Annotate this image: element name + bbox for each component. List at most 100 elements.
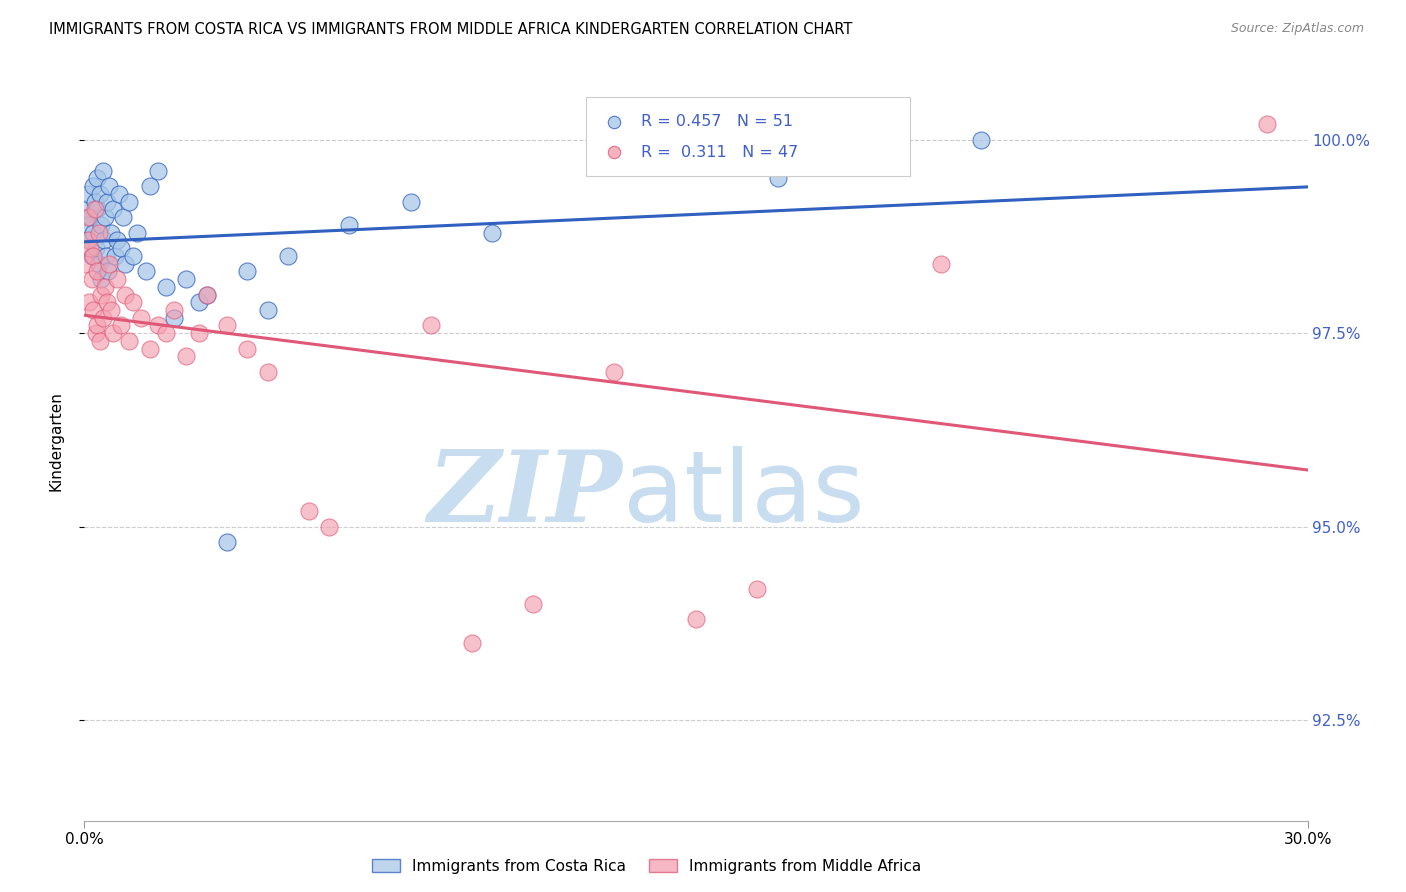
Point — [298, 504, 321, 518]
Point — [82, 179, 104, 194]
Point — [97, 264, 120, 278]
Point — [118, 194, 141, 209]
Y-axis label: Kindergarten: Kindergarten — [49, 392, 63, 491]
Point — [77, 233, 100, 247]
Point — [82, 226, 104, 240]
Point — [79, 210, 101, 224]
Point — [122, 249, 145, 263]
Point — [97, 179, 120, 194]
Point — [163, 310, 186, 325]
Text: ZIP: ZIP — [427, 446, 623, 543]
Point — [86, 202, 108, 217]
Point — [96, 295, 118, 310]
Text: R =  0.311   N = 47: R = 0.311 N = 47 — [641, 145, 799, 160]
Point — [101, 202, 124, 217]
Point — [84, 326, 107, 341]
Point — [86, 318, 108, 333]
Point — [90, 272, 112, 286]
Point — [91, 310, 114, 325]
Point — [77, 210, 100, 224]
Point — [135, 264, 157, 278]
Point — [146, 318, 169, 333]
Point — [84, 241, 107, 255]
Point — [122, 295, 145, 310]
Point — [146, 163, 169, 178]
Point — [399, 194, 422, 209]
Legend: Immigrants from Costa Rica, Immigrants from Middle Africa: Immigrants from Costa Rica, Immigrants f… — [367, 853, 927, 880]
Point — [101, 326, 124, 341]
Point — [93, 280, 115, 294]
Point — [970, 133, 993, 147]
Point — [76, 233, 98, 247]
Point — [89, 186, 111, 201]
Point — [112, 210, 135, 224]
Point — [187, 295, 209, 310]
Point — [100, 303, 122, 318]
Point — [155, 326, 177, 341]
Point — [93, 210, 115, 224]
Text: atlas: atlas — [623, 446, 865, 543]
Point — [77, 295, 100, 310]
Point — [80, 249, 103, 263]
Point — [82, 249, 104, 263]
Point — [83, 202, 105, 217]
Point — [90, 218, 112, 232]
Point — [174, 272, 197, 286]
Point — [86, 264, 108, 278]
Point — [108, 186, 131, 201]
Point — [91, 163, 114, 178]
Point — [114, 257, 136, 271]
Text: R = 0.457   N = 51: R = 0.457 N = 51 — [641, 114, 793, 129]
Text: IMMIGRANTS FROM COSTA RICA VS IMMIGRANTS FROM MIDDLE AFRICA KINDERGARTEN CORRELA: IMMIGRANTS FROM COSTA RICA VS IMMIGRANTS… — [49, 22, 852, 37]
Point — [79, 241, 101, 255]
Point — [257, 365, 280, 379]
Point — [87, 257, 110, 271]
Point — [217, 535, 239, 549]
Point — [318, 519, 340, 533]
Point — [83, 194, 105, 209]
Point — [86, 171, 108, 186]
Point — [127, 226, 149, 240]
Point — [766, 171, 789, 186]
Point — [138, 342, 160, 356]
Point — [87, 226, 110, 240]
Point — [90, 287, 112, 301]
Point — [195, 287, 218, 301]
Point — [1256, 117, 1278, 131]
Point — [685, 612, 707, 626]
Point — [96, 194, 118, 209]
Point — [217, 318, 239, 333]
Point — [277, 249, 299, 263]
Point — [110, 318, 132, 333]
Point — [75, 257, 97, 271]
Point — [77, 186, 100, 201]
Point — [929, 257, 952, 271]
Point — [138, 179, 160, 194]
Point — [339, 218, 361, 232]
Point — [195, 287, 218, 301]
Point — [105, 272, 128, 286]
Point — [481, 226, 503, 240]
Point — [110, 241, 132, 255]
Point — [97, 257, 120, 271]
Text: Source: ZipAtlas.com: Source: ZipAtlas.com — [1230, 22, 1364, 36]
Point — [82, 303, 104, 318]
Point — [80, 272, 103, 286]
Point — [163, 303, 186, 318]
Point — [236, 342, 259, 356]
Point — [522, 597, 544, 611]
Point — [89, 334, 111, 348]
Point — [105, 233, 128, 247]
Point — [94, 249, 117, 263]
Point — [187, 326, 209, 341]
Point — [93, 233, 115, 247]
Point — [104, 249, 127, 263]
FancyBboxPatch shape — [586, 96, 910, 177]
Point — [76, 218, 98, 232]
Point — [118, 334, 141, 348]
Point — [174, 350, 197, 364]
Point — [75, 202, 97, 217]
Point — [603, 365, 626, 379]
Point — [257, 303, 280, 318]
Point — [236, 264, 259, 278]
